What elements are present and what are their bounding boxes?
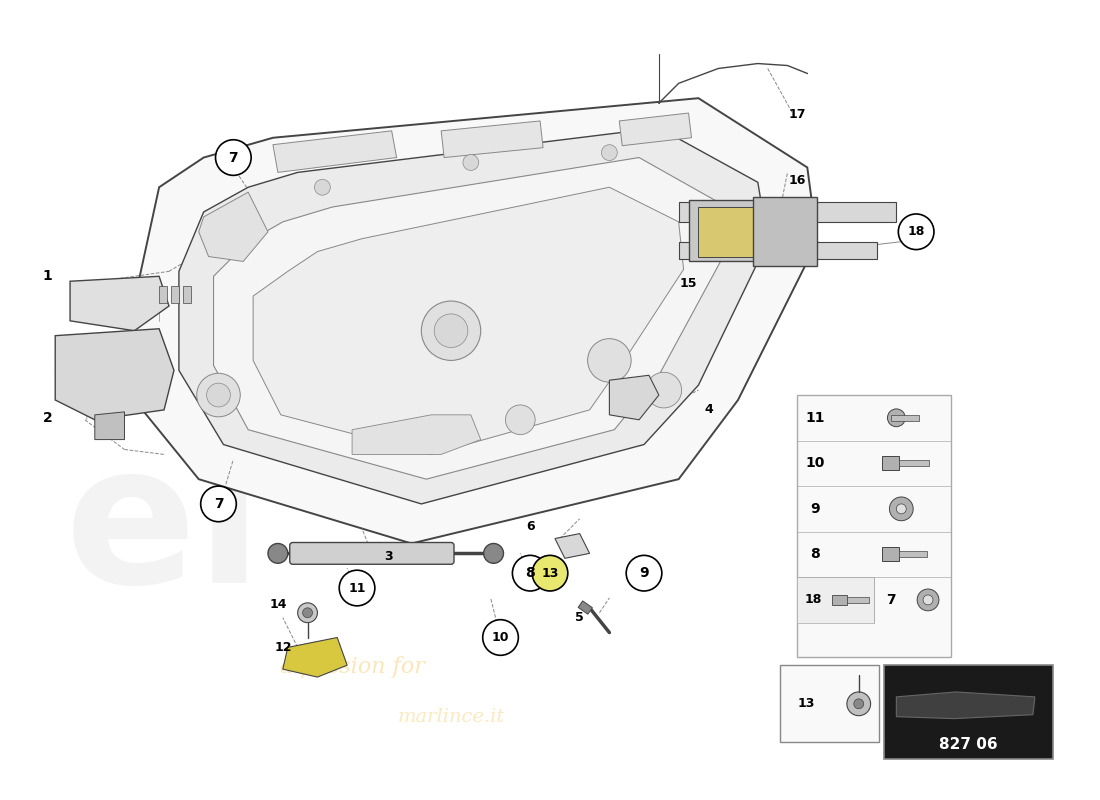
Text: 12: 12 xyxy=(274,641,292,654)
Circle shape xyxy=(421,301,481,361)
Circle shape xyxy=(197,374,240,417)
FancyBboxPatch shape xyxy=(289,542,454,564)
Text: 9: 9 xyxy=(811,502,819,516)
Circle shape xyxy=(298,603,318,622)
Polygon shape xyxy=(283,638,348,677)
Circle shape xyxy=(602,145,617,161)
Circle shape xyxy=(532,555,568,591)
Text: 16: 16 xyxy=(789,174,806,187)
Circle shape xyxy=(847,692,870,716)
Circle shape xyxy=(483,620,518,655)
Circle shape xyxy=(506,405,536,434)
Circle shape xyxy=(513,555,548,591)
Text: 11: 11 xyxy=(805,411,825,425)
Circle shape xyxy=(923,595,933,605)
Circle shape xyxy=(890,497,913,521)
Text: 1: 1 xyxy=(43,270,52,283)
Text: 7: 7 xyxy=(213,497,223,511)
Bar xyxy=(832,595,847,605)
Circle shape xyxy=(207,383,230,407)
Circle shape xyxy=(899,214,934,250)
Polygon shape xyxy=(441,121,543,158)
Text: 14: 14 xyxy=(270,598,287,611)
Bar xyxy=(798,395,950,658)
Polygon shape xyxy=(752,197,817,266)
Circle shape xyxy=(854,699,864,709)
Circle shape xyxy=(216,140,251,175)
Text: 5: 5 xyxy=(575,611,584,624)
Text: 4: 4 xyxy=(704,403,713,416)
Bar xyxy=(780,666,879,742)
Circle shape xyxy=(200,486,236,522)
Polygon shape xyxy=(55,329,174,420)
Text: 2: 2 xyxy=(43,411,52,425)
Polygon shape xyxy=(689,200,758,262)
Circle shape xyxy=(626,555,662,591)
Polygon shape xyxy=(199,192,268,262)
Bar xyxy=(798,577,873,622)
Text: 7: 7 xyxy=(887,593,896,607)
Circle shape xyxy=(587,338,631,382)
Bar xyxy=(900,551,927,558)
Text: 9: 9 xyxy=(639,566,649,580)
Polygon shape xyxy=(95,412,124,439)
Bar xyxy=(881,547,900,562)
Text: 10: 10 xyxy=(492,631,509,644)
Polygon shape xyxy=(183,286,190,303)
Polygon shape xyxy=(698,207,752,257)
Polygon shape xyxy=(896,692,1035,718)
Polygon shape xyxy=(134,98,817,543)
Polygon shape xyxy=(213,158,723,479)
Circle shape xyxy=(434,314,468,347)
Text: marlince.it: marlince.it xyxy=(397,708,505,726)
Text: 11: 11 xyxy=(349,582,366,594)
Polygon shape xyxy=(253,187,683,454)
Text: 17: 17 xyxy=(789,109,806,122)
Polygon shape xyxy=(70,276,169,330)
Text: 8: 8 xyxy=(526,566,535,580)
Text: el: el xyxy=(65,434,263,622)
Text: 18: 18 xyxy=(908,226,925,238)
Text: 15: 15 xyxy=(680,277,697,290)
Text: 10: 10 xyxy=(805,456,825,470)
Bar xyxy=(884,666,1053,759)
Bar xyxy=(900,460,930,466)
Polygon shape xyxy=(160,286,167,303)
Text: 6: 6 xyxy=(526,520,535,533)
Polygon shape xyxy=(679,242,877,259)
Circle shape xyxy=(646,372,682,408)
Circle shape xyxy=(463,154,478,170)
Polygon shape xyxy=(273,131,397,172)
Text: 18: 18 xyxy=(804,594,822,606)
Text: 3: 3 xyxy=(384,550,393,563)
Text: 8: 8 xyxy=(811,547,821,562)
Polygon shape xyxy=(554,534,590,558)
Bar xyxy=(847,597,869,603)
Text: 13: 13 xyxy=(541,566,559,580)
Polygon shape xyxy=(352,415,481,454)
Circle shape xyxy=(268,543,288,563)
Circle shape xyxy=(302,608,312,618)
Circle shape xyxy=(888,409,905,426)
Polygon shape xyxy=(179,128,768,504)
Bar xyxy=(579,601,593,614)
Circle shape xyxy=(339,570,375,606)
Polygon shape xyxy=(679,202,896,222)
Bar xyxy=(881,457,900,470)
Polygon shape xyxy=(609,375,659,420)
Text: 7: 7 xyxy=(229,150,238,165)
Text: 827 06: 827 06 xyxy=(939,737,998,752)
Circle shape xyxy=(896,504,906,514)
Circle shape xyxy=(917,589,939,610)
Text: a passion for: a passion for xyxy=(279,656,425,678)
Polygon shape xyxy=(170,286,179,303)
Circle shape xyxy=(315,179,330,195)
Bar xyxy=(891,415,920,421)
Circle shape xyxy=(484,543,504,563)
Text: 13: 13 xyxy=(798,698,815,710)
Polygon shape xyxy=(619,113,692,146)
